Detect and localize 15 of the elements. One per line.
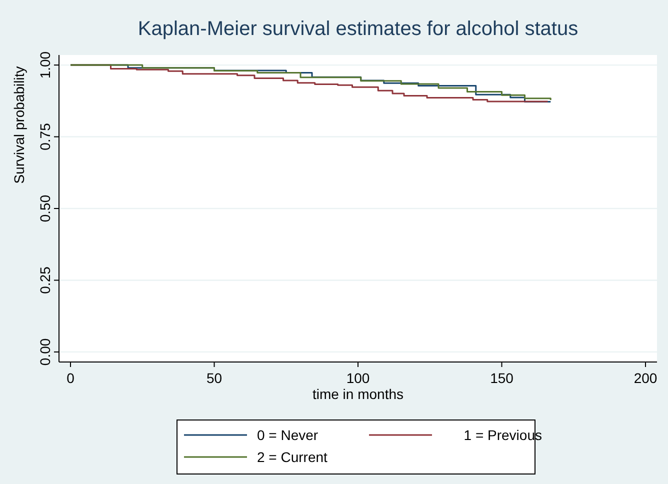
x-tick-label: 100: [346, 370, 370, 386]
legend-label: 0 = Never: [257, 427, 318, 443]
x-tick-label: 50: [206, 370, 222, 386]
y-axis-title: Survival probability: [11, 66, 27, 184]
y-tick-label: 0.50: [37, 194, 53, 222]
y-tick-label: 0.00: [37, 338, 53, 366]
y-tick-label: 0.25: [37, 266, 53, 294]
x-tick-label: 0: [66, 370, 75, 386]
y-tick-label: 1.00: [37, 51, 53, 79]
y-tick-label: 0.75: [37, 122, 53, 150]
legend-label: 2 = Current: [257, 449, 328, 465]
x-tick-label: 200: [634, 370, 658, 386]
chart-title: Kaplan-Meier survival estimates for alcohol status: [138, 18, 578, 40]
x-tick-label: 150: [490, 370, 514, 386]
x-axis-title: time in months: [312, 386, 404, 402]
